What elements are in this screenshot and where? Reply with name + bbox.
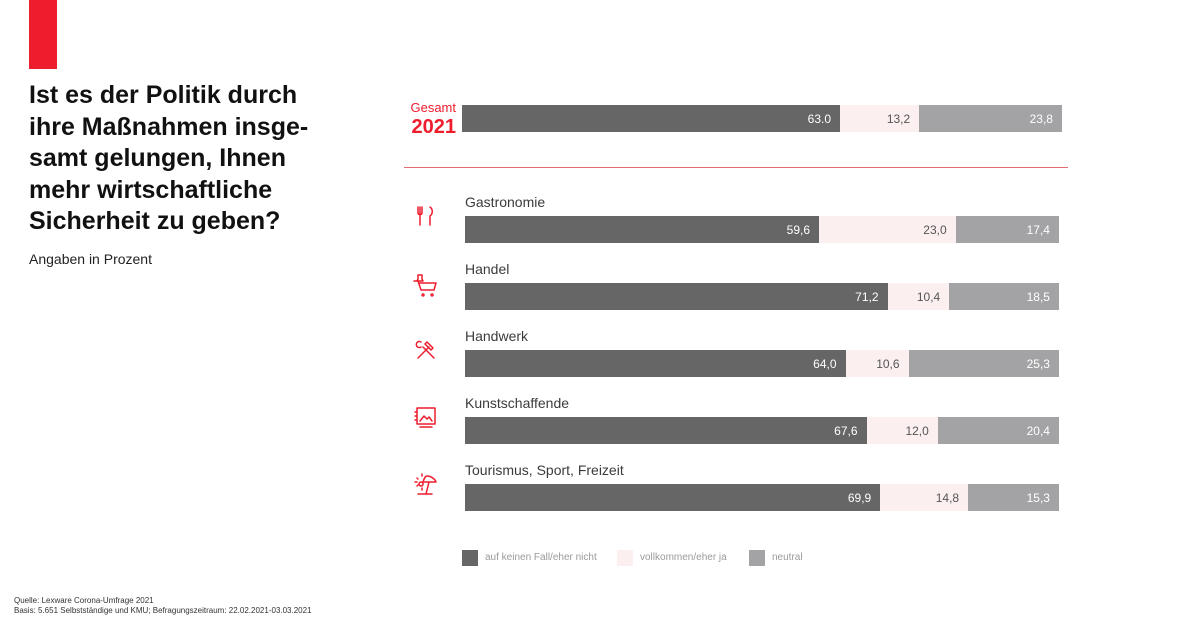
legend-item-pos: vollkommen/eher ja bbox=[617, 549, 727, 566]
category-label: Handel bbox=[465, 261, 510, 277]
category-bar: 67,6 12,0 20,4 bbox=[465, 417, 1059, 444]
title-line: samt gelungen, Ihnen bbox=[29, 144, 286, 172]
data-label: 14,8 bbox=[935, 490, 960, 505]
data-label: 17,4 bbox=[1026, 222, 1050, 237]
bar-segment-neg: 59,6 bbox=[465, 216, 820, 243]
fork-knife-icon bbox=[412, 202, 440, 230]
bar-segment-neu: 25,3 bbox=[908, 350, 1059, 377]
data-label: 13,2 bbox=[886, 111, 911, 126]
data-label: 10,4 bbox=[916, 289, 941, 304]
bar-segment-neg: 67,6 bbox=[465, 417, 867, 444]
bar-segment-neu: 17,4 bbox=[955, 216, 1059, 243]
legend-item-neg: auf keinen Fall/eher nicht bbox=[462, 549, 597, 566]
total-label: Gesamt 2021 bbox=[400, 101, 456, 139]
data-label: 12,0 bbox=[905, 423, 929, 438]
category-bar: 59,6 23,0 17,4 bbox=[465, 216, 1059, 243]
chart-subtitle: Angaben in Prozent bbox=[29, 251, 152, 267]
bar-segment-pos: 10,4 bbox=[887, 283, 950, 310]
legend-label: vollkommen/eher ja bbox=[640, 552, 727, 563]
data-label: 23,0 bbox=[923, 222, 947, 237]
legend-item-neu: neutral bbox=[749, 549, 803, 566]
data-label: 20,4 bbox=[1026, 423, 1050, 438]
shopping-cart-icon bbox=[412, 269, 440, 297]
title-line: mehr wirtschaftliche bbox=[29, 175, 273, 204]
picture-frame-icon bbox=[412, 403, 440, 431]
bar-segment-neg: 63.0 bbox=[462, 105, 840, 132]
bar-segment-pos: 10,6 bbox=[845, 350, 909, 377]
data-label: 64,0 bbox=[813, 356, 837, 371]
category-label: Kunstschaffende bbox=[465, 395, 570, 411]
category-bar: 64,0 10,6 25,3 bbox=[465, 350, 1059, 377]
total-label-text: Gesamt bbox=[410, 100, 456, 115]
category-label: Gastronomie bbox=[465, 194, 546, 210]
data-label: 67,6 bbox=[834, 423, 858, 438]
legend-label: auf keinen Fall/eher nicht bbox=[485, 552, 597, 563]
chart-title: Ist es der Politik durch ihre Maßnahmen … bbox=[29, 80, 359, 238]
source-note: Quelle: Lexware Corona-Umfrage 2021 Basi… bbox=[14, 596, 312, 616]
data-label: 59,6 bbox=[786, 222, 811, 237]
source-line: Quelle: Lexware Corona-Umfrage 2021 bbox=[14, 596, 154, 605]
title-line: Ist es der Politik durch bbox=[29, 81, 298, 109]
bar-segment-neu: 15,3 bbox=[968, 484, 1059, 511]
data-label: 10,6 bbox=[876, 356, 900, 371]
bar-segment-pos: 12,0 bbox=[866, 417, 938, 444]
legend-swatch bbox=[617, 549, 633, 566]
bar-segment-neg: 64,0 bbox=[465, 350, 846, 377]
data-label: 25,3 bbox=[1026, 356, 1050, 371]
legend-swatch bbox=[749, 549, 765, 566]
hammer-wrench-icon bbox=[412, 336, 440, 364]
bar-segment-neg: 69,9 bbox=[465, 484, 881, 511]
title-line: Sicherheit zu geben? bbox=[29, 207, 281, 235]
total-bar: 63.0 13,2 23,8 bbox=[462, 105, 1062, 132]
bar-segment-pos: 14,8 bbox=[880, 484, 969, 511]
category-label: Tourismus, Sport, Freizeit bbox=[465, 462, 624, 478]
bar-segment-neu: 18,5 bbox=[949, 283, 1059, 310]
data-label: 15,3 bbox=[1026, 490, 1050, 505]
divider bbox=[404, 167, 1068, 168]
data-label: 69,9 bbox=[847, 490, 872, 505]
bar-segment-pos: 13,2 bbox=[840, 105, 920, 132]
bar-segment-neu: 20,4 bbox=[937, 417, 1059, 444]
legend-swatch bbox=[462, 549, 478, 566]
category-bar: 69,9 14,8 15,3 bbox=[465, 484, 1059, 511]
accent-bar bbox=[29, 0, 57, 69]
bar-segment-neu: 23,8 bbox=[919, 105, 1062, 132]
total-label-year: 2021 bbox=[411, 116, 457, 138]
legend-label: neutral bbox=[772, 552, 803, 563]
source-line: Basis: 5.651 Selbstständige und KMU; Bef… bbox=[14, 606, 312, 615]
beach-icon bbox=[412, 470, 440, 498]
data-label: 71,2 bbox=[855, 289, 879, 304]
category-label: Handwerk bbox=[465, 328, 529, 344]
bar-segment-pos: 23,0 bbox=[819, 216, 956, 243]
bar-segment-neg: 71,2 bbox=[465, 283, 888, 310]
category-bar: 71,2 10,4 18,5 bbox=[465, 283, 1059, 310]
data-label: 18,5 bbox=[1026, 289, 1050, 304]
data-label: 23,8 bbox=[1029, 111, 1053, 126]
data-label: 63.0 bbox=[807, 111, 831, 126]
title-line: ihre Maßnahmen insge- bbox=[29, 112, 309, 141]
